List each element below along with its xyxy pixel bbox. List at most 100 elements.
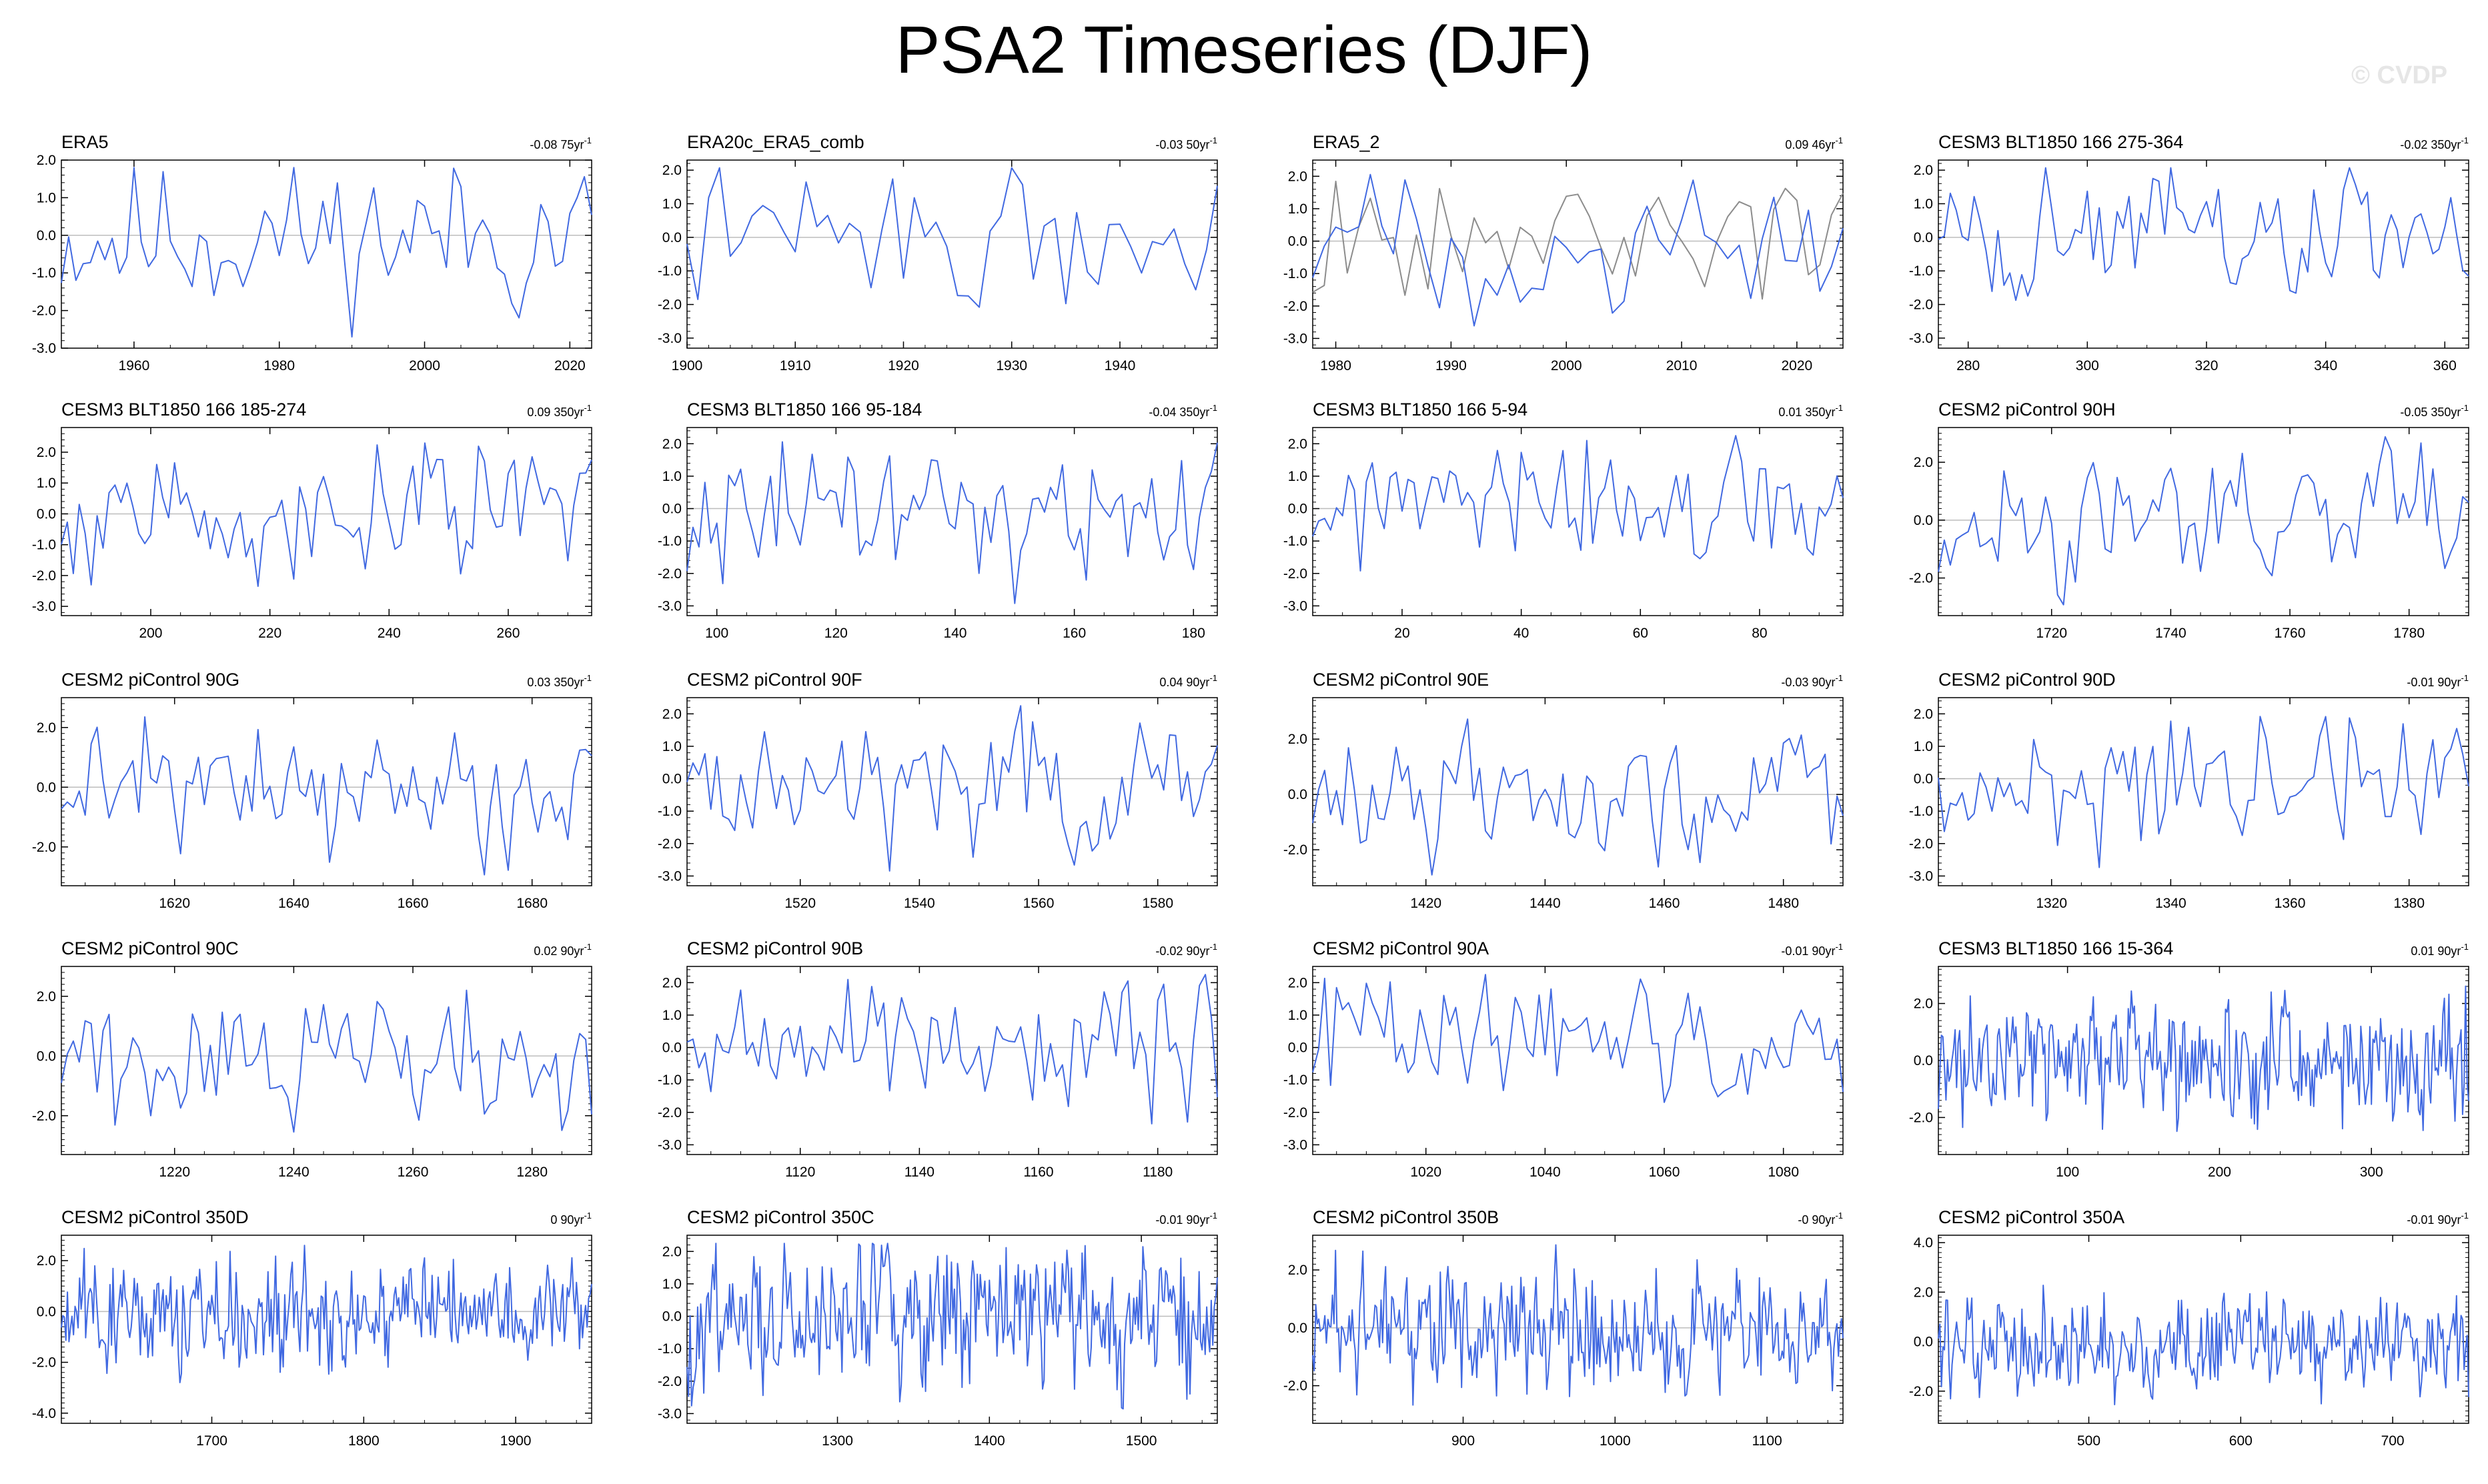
- x-tick-label: 1000: [1600, 1433, 1631, 1449]
- y-tick-label: -3.0: [32, 341, 56, 356]
- x-tick-label: 2000: [409, 358, 440, 374]
- y-tick-label: -1.0: [1909, 263, 1933, 279]
- y-tick-label: -2.0: [32, 568, 56, 584]
- x-tick-label: 1220: [159, 1165, 190, 1180]
- y-tick-label: 0.0: [1914, 772, 1933, 787]
- x-tick-label: 1380: [2393, 896, 2425, 911]
- x-tick-label: 1340: [2155, 896, 2187, 911]
- y-tick-label: 2.0: [662, 706, 682, 722]
- x-tick-label: 700: [2381, 1433, 2405, 1449]
- trend-label: -0.08 75yr-1: [530, 135, 592, 151]
- x-tick-label: 1540: [904, 896, 935, 911]
- y-tick-label: 1.0: [662, 739, 682, 754]
- panel-14: CESM2 piControl 90B -0.02 90yr-1 2.0 1.0 0.0…: [658, 938, 1218, 1180]
- y-tick-label: 2.0: [1288, 1263, 1307, 1278]
- panel-title: CESM2 piControl 350D: [61, 1207, 249, 1227]
- panel-title: ERA5: [61, 132, 109, 152]
- y-tick-label: -1.0: [658, 534, 682, 549]
- x-tick-label: 1100: [1752, 1433, 1782, 1449]
- x-tick-label: 1780: [2393, 626, 2425, 641]
- series-line: [1312, 435, 1844, 572]
- panel-7: CESM3 BLT1850 166 5-94 0.01 350yr-1 2.0 1.0…: [1283, 400, 1844, 641]
- panel-8: CESM2 piControl 90H -0.05 350yr-1 2.0 0.0 -2…: [1909, 400, 2469, 641]
- y-tick-label: 1.0: [37, 476, 56, 491]
- x-tick-label: 160: [1063, 626, 1086, 641]
- panel-1: ERA5 -0.08 75yr-1 2.0 1.0 0.0 -1.0 -2.0 -3.0 196…: [32, 132, 592, 374]
- plot-frame: [686, 159, 1218, 349]
- y-tick-label: -3.0: [1283, 1137, 1307, 1153]
- x-tick-label: 900: [1451, 1433, 1475, 1449]
- panel-15: CESM2 piControl 90A -0.01 90yr-1 2.0 1.0 0.0…: [1283, 938, 1844, 1180]
- panel-title: CESM3 BLT1850 166 185-274: [61, 400, 306, 420]
- x-tick-label: 1620: [159, 896, 190, 911]
- x-tick-label: 1500: [1126, 1433, 1157, 1449]
- panel-title: CESM2 piControl 90B: [687, 938, 863, 958]
- x-tick-label: 1940: [1105, 358, 1136, 374]
- series-line: [1312, 1244, 1844, 1406]
- trend-label: 0.01 350yr-1: [1778, 403, 1843, 419]
- y-tick-label: -4.0: [32, 1406, 56, 1421]
- x-tick-label: 1800: [348, 1433, 380, 1449]
- x-tick-label: 1560: [1023, 896, 1055, 911]
- panel-17: CESM2 piControl 350D 0 90yr-1 2.0 0.0 -2.0 -4…: [32, 1207, 592, 1449]
- panel-title: CESM2 piControl 350C: [687, 1207, 874, 1227]
- plot-frame: [1312, 1235, 1844, 1424]
- trend-label: 0.04 90yr-1: [1159, 673, 1217, 689]
- plot-frame: [61, 1235, 592, 1424]
- x-tick-label: 1400: [974, 1433, 1005, 1449]
- y-tick-label: 2.0: [1914, 1285, 1933, 1300]
- panel-title: CESM2 piControl 90H: [1938, 400, 2116, 420]
- x-tick-label: 2020: [554, 358, 586, 374]
- x-tick-label: 1320: [2036, 896, 2067, 911]
- y-tick-label: 1.0: [1288, 469, 1307, 484]
- x-tick-label: 260: [496, 626, 520, 641]
- trend-label: -0.02 350yr-1: [2400, 135, 2469, 151]
- x-tick-label: 1920: [888, 358, 919, 374]
- panel-6: CESM3 BLT1850 166 95-184 -0.04 350yr-1 2.0…: [658, 400, 1218, 641]
- y-tick-label: -2.0: [1909, 836, 1933, 852]
- trend-label: -0.03 50yr-1: [1155, 135, 1217, 151]
- y-tick-label: 1.0: [662, 196, 682, 211]
- panel-title: CESM3 BLT1850 166 15-364: [1938, 938, 2173, 958]
- x-tick-label: 180: [1182, 626, 1205, 641]
- y-tick-label: -1.0: [1283, 266, 1307, 281]
- trend-label: 0 90yr-1: [550, 1211, 592, 1227]
- y-tick-label: 2.0: [1288, 436, 1307, 452]
- panel-title: CESM3 BLT1850 166 5-94: [1313, 400, 1527, 420]
- x-tick-label: 1420: [1410, 896, 1441, 911]
- series-line: [1312, 718, 1844, 876]
- y-tick-label: 0.0: [1288, 502, 1307, 517]
- panel-title: CESM2 piControl 90E: [1313, 670, 1489, 690]
- y-tick-label: -2.0: [1283, 299, 1307, 314]
- x-tick-label: 1900: [672, 358, 703, 374]
- x-tick-label: 20: [1394, 626, 1409, 641]
- x-tick-label: 320: [2195, 358, 2218, 374]
- y-tick-label: 2.0: [37, 989, 56, 1004]
- trend-label: -0.05 350yr-1: [2400, 403, 2469, 419]
- x-tick-label: 1580: [1142, 896, 1173, 911]
- y-tick-label: 2.0: [1914, 163, 1933, 178]
- y-tick-label: -1.0: [1283, 1072, 1307, 1088]
- y-tick-label: -2.0: [1283, 566, 1307, 582]
- panel-title: CESM2 piControl 90A: [1313, 938, 1489, 958]
- y-tick-label: 0.0: [1288, 234, 1307, 249]
- y-tick-label: -2.0: [32, 840, 56, 855]
- x-tick-label: 1240: [278, 1165, 309, 1180]
- plot-frame: [1312, 427, 1844, 616]
- plot-frame: [1312, 159, 1844, 349]
- x-tick-label: 1980: [1320, 358, 1351, 374]
- y-tick-label: 0.0: [37, 780, 56, 795]
- y-tick-label: -2.0: [658, 566, 682, 582]
- x-tick-label: 1740: [2155, 626, 2187, 641]
- panel-10: CESM2 piControl 90F 0.04 90yr-1 2.0 1.0 0.0 -…: [658, 670, 1218, 911]
- trend-label: -0.02 90yr-1: [1155, 942, 1217, 958]
- y-tick-label: 0.0: [662, 502, 682, 517]
- trend-label: -0.01 90yr-1: [1155, 1211, 1217, 1227]
- y-tick-label: 1.0: [1288, 201, 1307, 217]
- y-tick-label: -1.0: [658, 1072, 682, 1088]
- x-tick-label: 1140: [904, 1165, 935, 1180]
- x-tick-label: 300: [2360, 1165, 2383, 1180]
- y-tick-label: -3.0: [658, 598, 682, 614]
- y-tick-label: 0.0: [1288, 1040, 1307, 1056]
- series-line: [1938, 436, 2469, 606]
